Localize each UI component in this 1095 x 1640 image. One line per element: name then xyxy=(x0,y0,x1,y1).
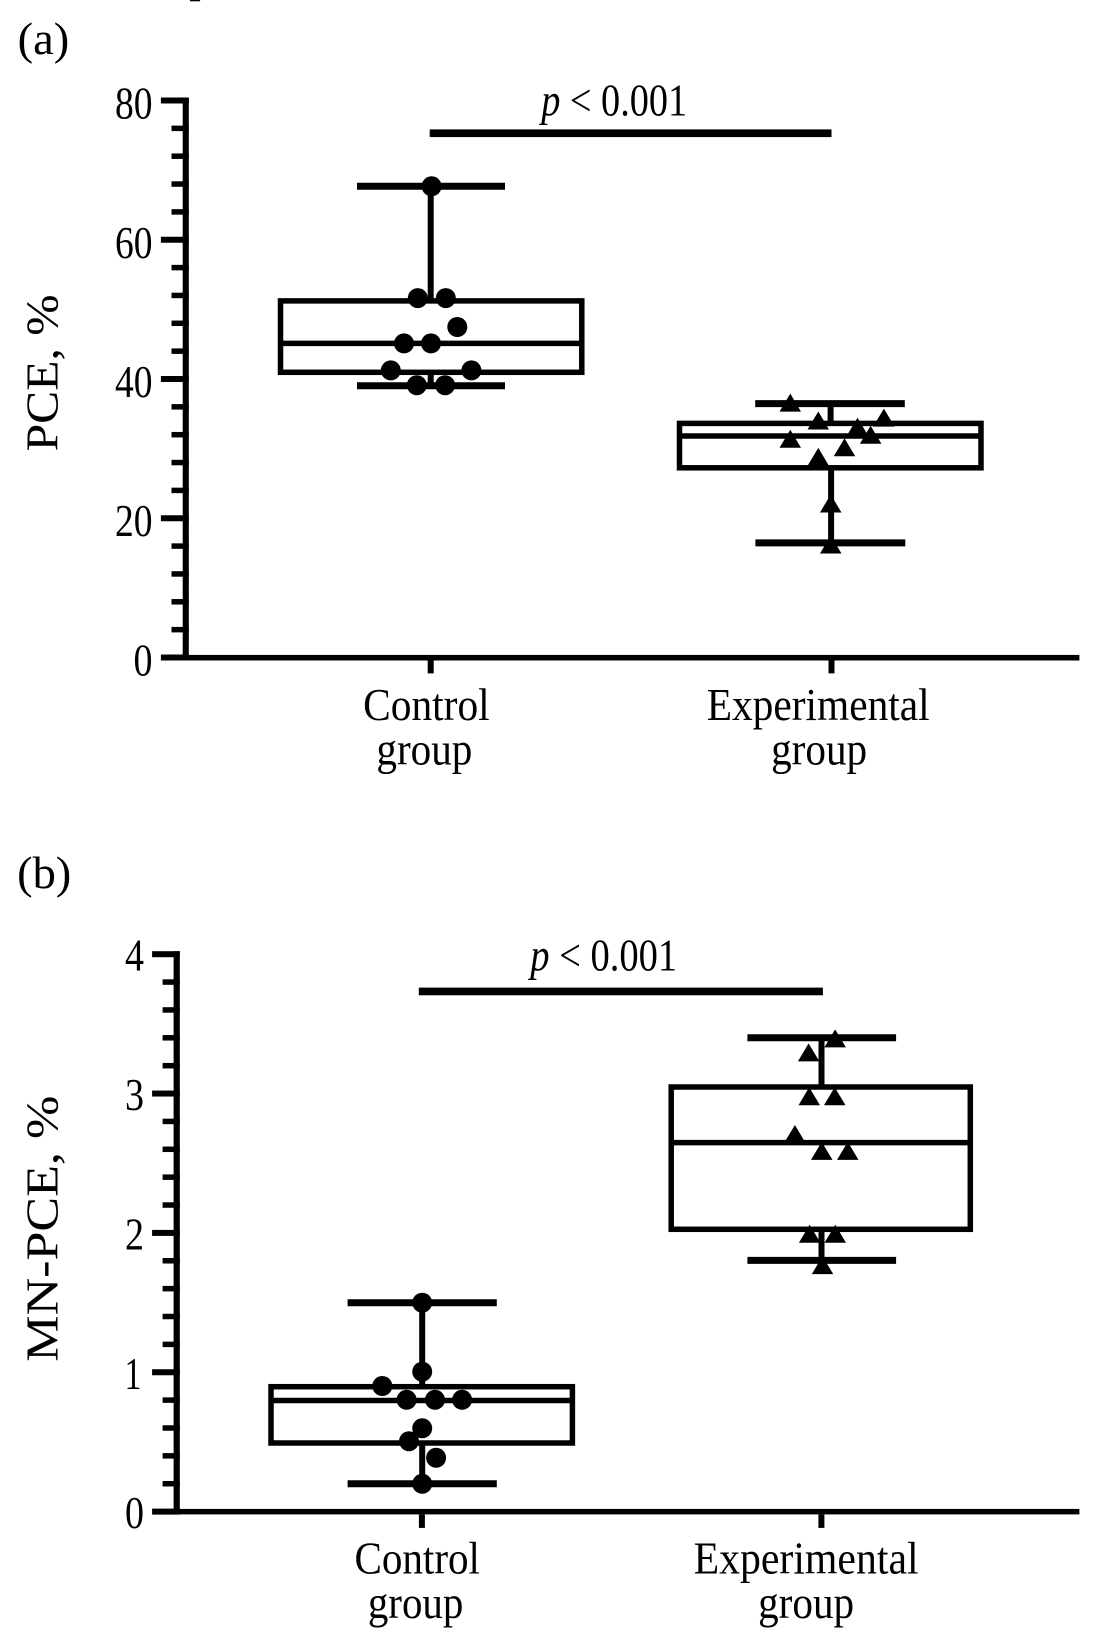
svg-text:0: 0 xyxy=(125,1487,144,1538)
svg-text:4: 4 xyxy=(125,930,144,981)
svg-text:p < 0.001: p < 0.001 xyxy=(528,931,678,981)
svg-text:20: 20 xyxy=(115,495,153,546)
svg-text:group: group xyxy=(758,1577,854,1628)
svg-text:Experimental: Experimental xyxy=(707,679,930,730)
svg-text:MN-PCE, %: MN-PCE, % xyxy=(17,1096,68,1362)
svg-text:3: 3 xyxy=(125,1069,144,1120)
svg-text:Control: Control xyxy=(354,1532,480,1583)
svg-text:(b): (b) xyxy=(17,847,71,898)
svg-text:0: 0 xyxy=(134,635,153,686)
svg-text:group: group xyxy=(368,1577,464,1628)
svg-text:p < 0.001: p < 0.001 xyxy=(539,76,688,126)
svg-text:40: 40 xyxy=(115,356,153,407)
svg-text:2: 2 xyxy=(125,1208,144,1259)
svg-text:80: 80 xyxy=(115,78,153,129)
svg-text:Control: Control xyxy=(363,679,490,730)
svg-text:(a): (a) xyxy=(18,13,70,64)
svg-text:group: group xyxy=(376,723,472,774)
svg-text:Experimental: Experimental xyxy=(694,1532,919,1583)
svg-text:60: 60 xyxy=(115,217,153,268)
svg-text:group: group xyxy=(771,723,867,774)
svg-text:1: 1 xyxy=(125,1348,142,1399)
svg-text:PCE, %: PCE, % xyxy=(17,294,68,451)
